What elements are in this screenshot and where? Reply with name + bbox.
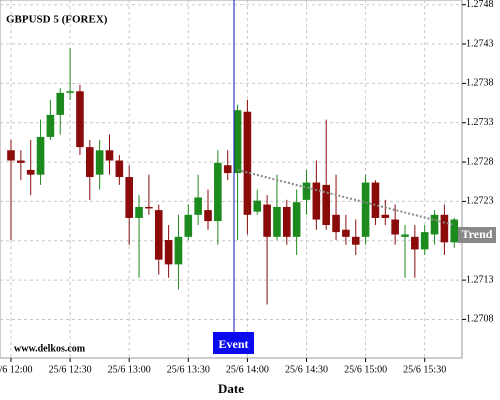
x-tick-label: 25/6 13:30 bbox=[167, 364, 210, 375]
candle-body bbox=[164, 239, 173, 265]
event-label: Event bbox=[219, 337, 249, 351]
x-tick-label: 25/6 13:00 bbox=[108, 364, 151, 375]
candle-body bbox=[46, 114, 55, 137]
candle-body bbox=[36, 136, 45, 175]
candles bbox=[7, 47, 459, 305]
candle-body bbox=[243, 111, 252, 215]
candle-body bbox=[214, 162, 222, 222]
x-tick-label: 25/6 15:30 bbox=[403, 364, 446, 375]
candle-body bbox=[450, 219, 459, 243]
x-tick-label: 25/6 14:00 bbox=[226, 364, 269, 375]
candle-body bbox=[154, 210, 163, 260]
candle-body bbox=[95, 150, 104, 175]
candle-body bbox=[263, 204, 271, 237]
candle-body bbox=[322, 184, 330, 226]
candle-body bbox=[125, 177, 133, 218]
candle-body bbox=[184, 214, 193, 237]
x-axis-title: Date bbox=[218, 381, 244, 396]
y-tick-label: 1.2723 bbox=[466, 196, 494, 207]
x-tick-label: 25/6 12:00 bbox=[0, 364, 33, 375]
chart-title: GBPUSD 5 (FOREX) bbox=[6, 14, 108, 26]
candle-body bbox=[115, 160, 124, 178]
watermark: www.delkos.com bbox=[14, 343, 86, 354]
candle-body bbox=[194, 197, 202, 215]
y-tick-label: 1.2733 bbox=[466, 117, 494, 128]
candle-body bbox=[17, 160, 25, 163]
x-tick-label: 25/6 14:30 bbox=[285, 364, 328, 375]
candle-body bbox=[223, 165, 232, 174]
x-tick-label: 25/6 15:00 bbox=[344, 364, 387, 375]
candle-body bbox=[283, 206, 291, 237]
candle-body bbox=[56, 92, 65, 115]
event-box bbox=[213, 332, 254, 354]
candle-body bbox=[381, 214, 390, 218]
candle-body bbox=[253, 200, 262, 212]
trend-label: Trend bbox=[462, 227, 493, 241]
trend-label-box bbox=[458, 227, 496, 244]
candle-body bbox=[302, 182, 311, 200]
candle-body bbox=[312, 182, 321, 220]
candle-body bbox=[76, 91, 84, 148]
candle-body bbox=[105, 150, 114, 161]
plot-area bbox=[0, 0, 463, 359]
y-tick-label: 1.2748 bbox=[466, 0, 494, 10]
y-tick-label: 1.2743 bbox=[466, 38, 494, 49]
trend-line bbox=[237, 168, 455, 226]
candle-body bbox=[430, 214, 439, 235]
candle-body bbox=[371, 182, 380, 218]
y-tick-label: 1.2738 bbox=[466, 78, 494, 89]
candle-body bbox=[440, 214, 449, 243]
candle-body bbox=[174, 236, 183, 265]
candle-body bbox=[401, 234, 409, 237]
y-tick-label: 1.2728 bbox=[466, 156, 494, 167]
candle-body bbox=[361, 182, 370, 237]
candle-body bbox=[135, 206, 143, 218]
candle-body bbox=[26, 169, 35, 175]
candle-body bbox=[420, 232, 429, 250]
candle-body bbox=[86, 147, 94, 178]
candle-body bbox=[332, 214, 340, 233]
candle-body bbox=[351, 236, 360, 245]
candle-body bbox=[292, 202, 301, 237]
candle-body bbox=[391, 219, 399, 235]
candle-body bbox=[233, 110, 242, 174]
candle-body bbox=[66, 91, 74, 93]
x-tick-label: 25/6 12:30 bbox=[49, 364, 92, 375]
candle-body bbox=[342, 229, 350, 237]
candle-body bbox=[204, 210, 212, 222]
candle-body bbox=[273, 206, 281, 237]
candle-body bbox=[145, 206, 153, 209]
y-tick-label: 1.2713 bbox=[466, 274, 494, 285]
candle-body bbox=[7, 150, 15, 161]
candle-body bbox=[411, 236, 419, 250]
y-tick-label: 1.2708 bbox=[466, 314, 494, 325]
